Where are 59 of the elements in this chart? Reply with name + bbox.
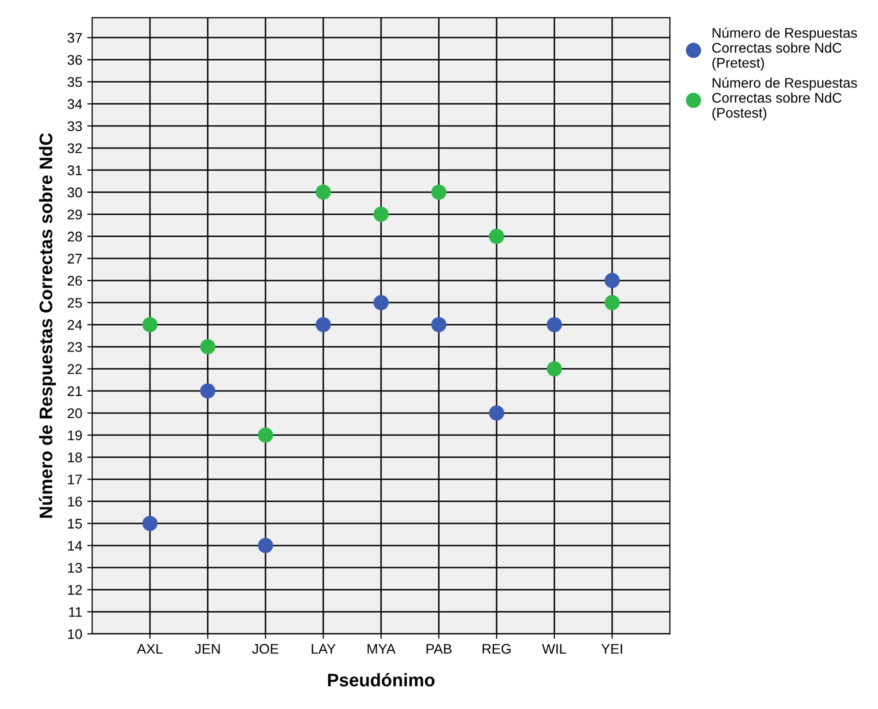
y-tick-label: 35	[68, 77, 82, 87]
y-tick-label: 26	[68, 276, 82, 286]
y-tick-label: 36	[68, 55, 82, 65]
legend-label: Número de Respuestas Correctas sobre NdC (Pretest)	[712, 27, 857, 70]
y-tick-label: 20	[68, 408, 82, 418]
y-tick-label: 37	[68, 32, 82, 43]
point	[142, 516, 158, 532]
y-tick-label: 28	[68, 232, 82, 242]
y-tick-label: 25	[68, 298, 82, 308]
y-tick-label: 23	[68, 342, 82, 352]
point	[431, 317, 446, 332]
y-tick-label: 29	[68, 210, 82, 220]
x-tick-label: MYA	[368, 644, 396, 654]
point	[604, 294, 620, 310]
x-axis-title: Pseudónimo	[328, 673, 435, 686]
y-tick-label: 15	[68, 518, 82, 529]
y-tick-label: 11	[69, 607, 82, 617]
y-tick-label: 34	[68, 99, 82, 110]
x-tick-label: JOE	[252, 644, 278, 654]
y-tick-label: 13	[68, 562, 82, 573]
y-axis-title: Número de Respuestas Correctas sobre NdC	[38, 133, 56, 518]
y-tick-label: 31	[68, 165, 82, 176]
point	[316, 317, 331, 332]
y-tick-label: 32	[68, 143, 82, 154]
x-tick-label: REG	[482, 644, 511, 654]
y-tick-label: 16	[68, 496, 82, 507]
point	[258, 538, 274, 554]
point	[373, 206, 389, 222]
x-tick-label: JEN	[194, 644, 220, 654]
y-tick-label: 12	[68, 585, 82, 595]
y-tick-label: 10	[68, 629, 82, 640]
y-tick-label: 33	[68, 121, 82, 132]
y-tick-label: 14	[68, 540, 82, 551]
point	[488, 228, 504, 244]
x-tick-label: YEI	[601, 644, 622, 654]
y-tick-label: 18	[68, 452, 82, 462]
point	[373, 294, 389, 310]
point	[200, 383, 216, 399]
point	[546, 317, 562, 332]
x-tick-label: WIL	[542, 644, 566, 654]
y-tick-label: 21	[68, 386, 82, 396]
legend-label: Número de Respuestas Correctas sobre NdC (Postest)	[712, 77, 857, 120]
y-tick-label: 17	[68, 474, 82, 484]
y-tick-label: 22	[68, 364, 82, 374]
point	[488, 405, 504, 421]
point	[431, 184, 446, 200]
y-tick-label: 27	[68, 254, 82, 264]
point	[258, 427, 274, 443]
point	[316, 184, 331, 200]
point	[200, 339, 216, 354]
y-tick-label: 30	[68, 188, 82, 198]
y-tick-label: 24	[68, 320, 82, 330]
x-tick-label: PAB	[426, 644, 452, 654]
x-tick-label: LAY	[312, 644, 336, 654]
point	[546, 361, 562, 376]
x-tick-label: AXL	[136, 644, 163, 654]
point	[604, 272, 620, 288]
point	[142, 317, 158, 332]
y-tick-label: 19	[68, 430, 82, 440]
